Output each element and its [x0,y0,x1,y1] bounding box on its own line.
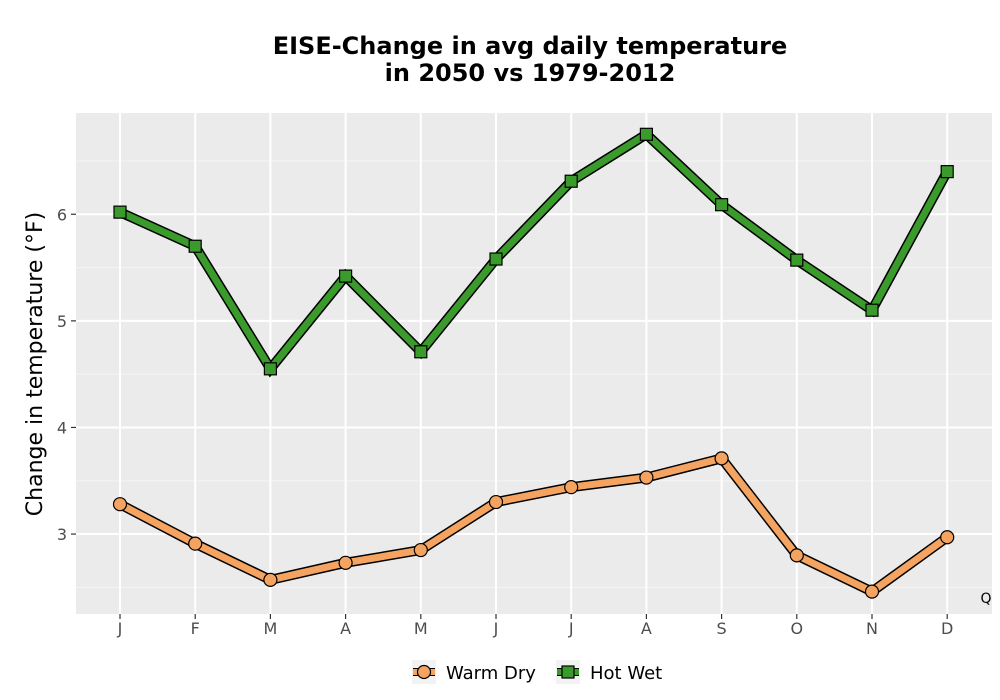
hot-wet-point [263,362,277,376]
legend-label-hot-wet: Hot Wet [590,663,662,684]
warm-dry-point [263,572,278,587]
y-tick-label: 3 [57,525,67,544]
hot-wet-line [118,129,951,375]
x-tick-label: J [568,619,574,638]
warm-dry-point [564,480,579,495]
warm-dry-point [714,451,729,466]
hot-wet-point [865,303,879,317]
hot-wet-point [489,252,503,266]
x-tick-label: J [117,619,123,638]
chart-title-line-2: in 2050 vs 1979-2012 [385,59,676,87]
legend: Warm Dry Hot Wet [412,660,662,684]
y-tick-label: 4 [57,418,67,437]
warm-dry-point [864,584,880,599]
x-tick-label: F [191,619,200,638]
hot-wet-point [339,269,353,283]
legend-label-warm-dry: Warm Dry [446,663,536,684]
warm-dry-point [789,548,804,563]
legend-key-marker [561,665,575,679]
hot-wet-point [714,198,729,212]
warm-dry-point [112,497,128,512]
x-tick-label: M [414,619,428,638]
warm-dry-point [488,494,504,510]
x-tick-label: J [493,619,499,638]
hot-wet-point [113,205,127,219]
x-tick-label: O [791,619,804,638]
warm-dry-point [639,470,654,485]
x-tick-label: A [340,619,351,638]
corner-label: Q [980,591,991,607]
axes: 3 4 5 6 J F M A M J J A S O N D [57,205,954,638]
plot-panel [76,113,992,614]
warm-dry-point [940,530,955,545]
x-tick-label: M [263,619,277,638]
hot-wet-point [639,127,654,141]
warm-dry-point [338,555,353,570]
hot-wet-point [414,345,428,359]
warm-dry-point [188,536,203,551]
legend-key-marker [416,664,432,680]
hot-wet-point [188,239,202,253]
hot-wet-point [564,174,578,188]
grid-lines [76,113,992,614]
chart-title-line-1: EISE-Change in avg daily temperature [273,32,788,60]
hot-wet-point [940,165,954,179]
warm-dry-line [118,454,950,596]
y-tick-label: 6 [57,205,67,224]
x-tick-label: N [866,619,878,638]
x-tick-label: D [941,619,953,638]
y-axis-title: Change in temperature (°F) [23,212,48,516]
warm-dry-point [413,542,428,558]
x-tick-label: S [717,619,727,638]
hot-wet-point [790,253,804,267]
y-tick-label: 5 [57,312,67,331]
x-tick-label: A [641,619,652,638]
series-layer [112,127,955,599]
